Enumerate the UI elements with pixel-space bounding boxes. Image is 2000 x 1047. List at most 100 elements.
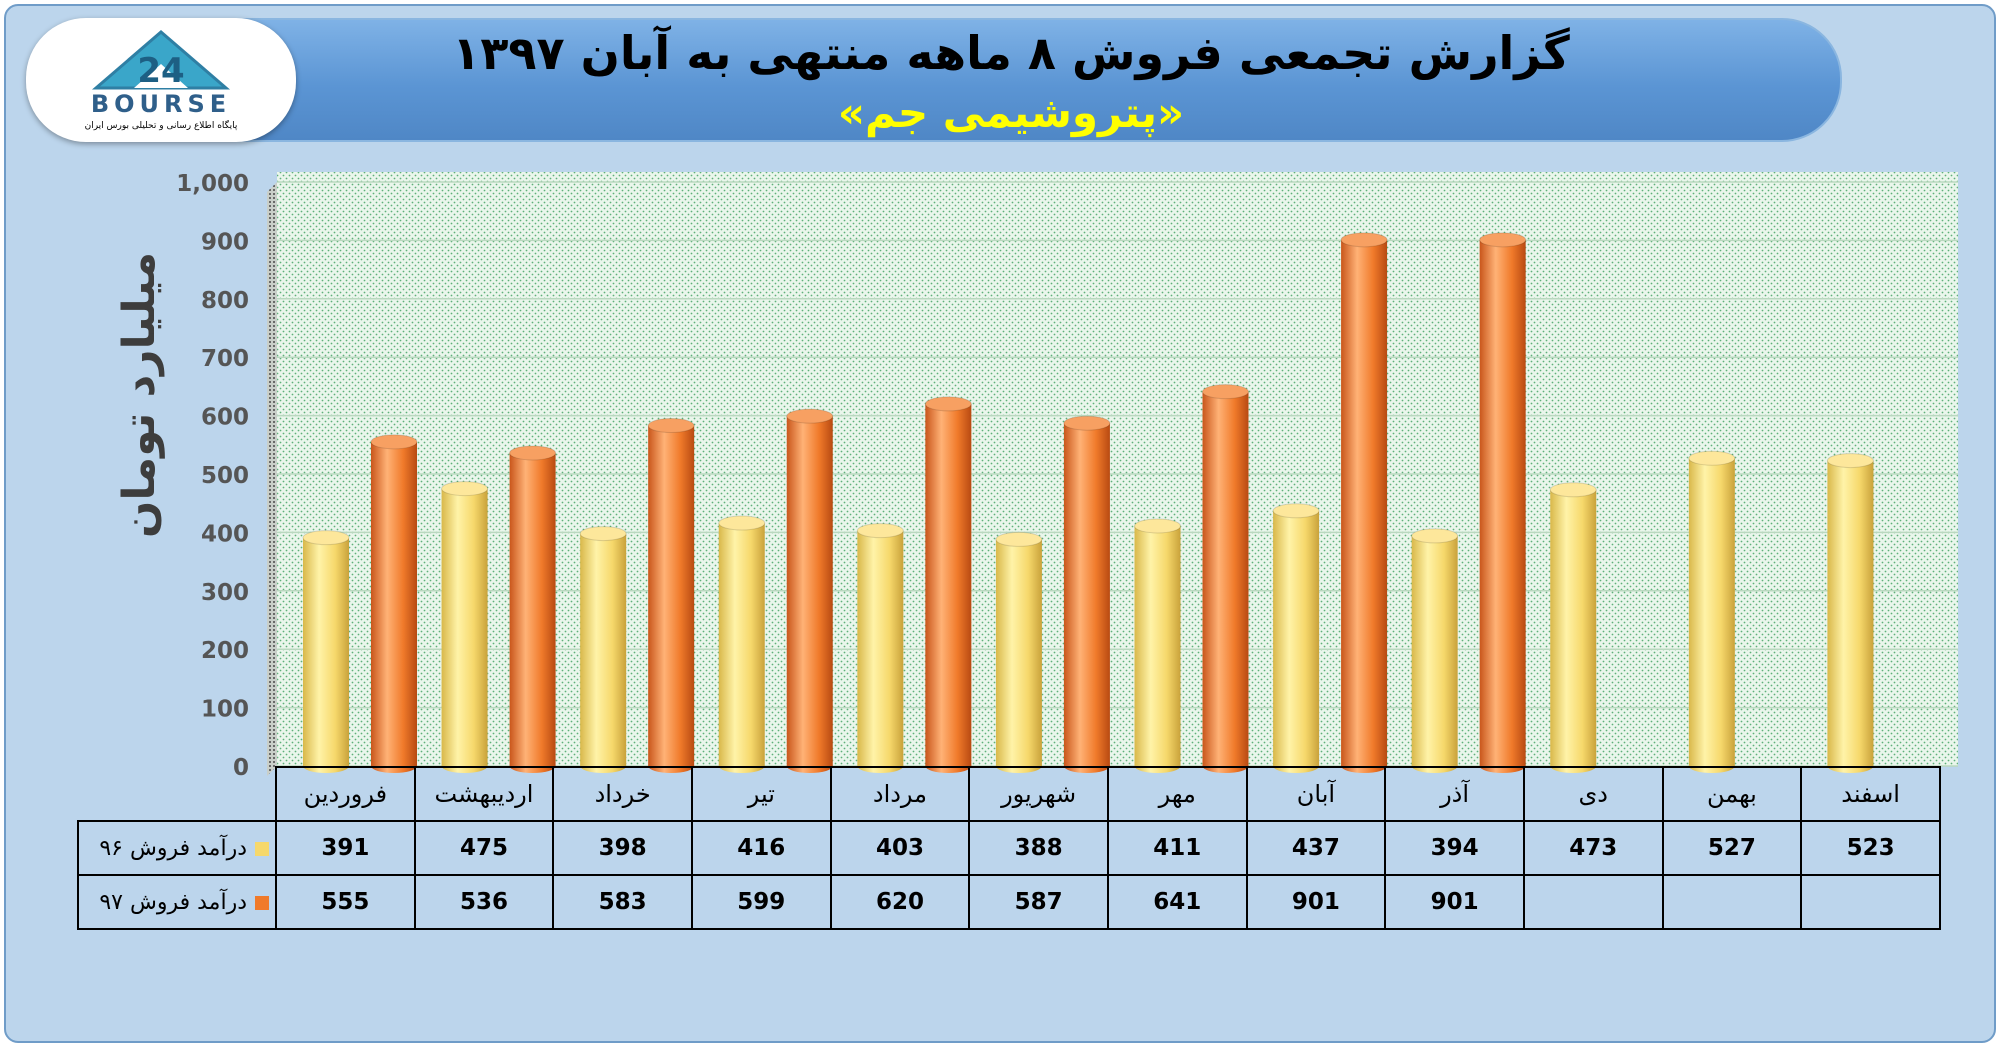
x-tick-label: آذر: [1384, 766, 1525, 822]
bar-series-96: [579, 526, 627, 773]
data-label: [1800, 874, 1941, 930]
bar-series-97: [1063, 415, 1111, 773]
bar-body: [441, 488, 488, 766]
title-banner: گزارش تجمعی فروش ۸ ماهه منتهی به آبان ۱۳…: [180, 18, 1842, 142]
data-label: 901: [1245, 874, 1387, 930]
data-label: 388: [968, 820, 1109, 876]
bar-top: [1340, 232, 1388, 248]
bar-body: [1202, 391, 1249, 766]
series-96-name: درآمد فروش ۹۶: [99, 835, 247, 861]
logo-caption: پایگاه اطلاع رسانی و تحلیلی بورس ایران: [84, 121, 238, 131]
data-label: 527: [1661, 820, 1803, 876]
chart-title: گزارش تجمعی فروش ۸ ماهه منتهی به آبان ۱۳…: [452, 26, 1570, 80]
bar-top: [579, 526, 627, 542]
bar-body: [1063, 423, 1110, 766]
chart-subtitle: «پتروشیمی جم»: [837, 88, 1185, 137]
bar-top: [1549, 482, 1597, 498]
x-tick-label: شهریور: [968, 766, 1109, 822]
data-label: 523: [1800, 820, 1941, 876]
table-corner: [78, 767, 276, 821]
bar-body: [509, 452, 556, 766]
bar-series-97: [786, 408, 834, 773]
bar-body: [648, 425, 695, 766]
bar-series-96: [441, 481, 489, 773]
x-tick-label: دی: [1522, 766, 1664, 822]
y-axis-ticks: 0 100 200 300 400 500 600 700 800 900 1,000: [176, 171, 249, 781]
bar-series-97: [509, 445, 557, 773]
bar-body: [1411, 535, 1458, 766]
bar-top: [786, 408, 834, 424]
bar-top: [1063, 415, 1111, 431]
bar-top: [924, 396, 972, 412]
data-label: 394: [1384, 820, 1525, 876]
y-tick-label: 500: [201, 463, 249, 489]
x-tick-label: فروردین: [275, 766, 416, 822]
data-label: 536: [413, 874, 555, 930]
logo-mark-icon: 24: [91, 30, 231, 91]
series-96-swatch: [255, 841, 269, 856]
x-tick-label: اردیبهشت: [413, 766, 555, 822]
data-label: 416: [690, 820, 832, 876]
bar-series-96: [995, 531, 1043, 773]
bar-series-97: [924, 396, 972, 773]
bar-top: [1411, 528, 1459, 544]
bar-body: [786, 416, 833, 766]
bar-top: [1479, 232, 1527, 248]
data-label: 583: [552, 874, 693, 930]
logo-number: 24: [137, 51, 184, 91]
data-label: [1661, 874, 1803, 930]
bar-body: [925, 403, 972, 766]
bar-body: [718, 523, 765, 766]
bar-top: [1202, 384, 1249, 400]
bar-series-96: [1549, 482, 1597, 773]
gridlines: [277, 181, 1958, 767]
series-96-row: درآمد فروش ۹۶ 391 475 398 416 403 388 411 437 39…: [77, 820, 1941, 876]
y-tick-label: 400: [201, 521, 249, 547]
bar-series-96: [1411, 528, 1459, 773]
data-label: [1522, 874, 1664, 930]
bar-body: [580, 533, 627, 766]
bar-top: [1272, 503, 1320, 519]
y-tick-label: 900: [201, 229, 249, 255]
bar-series-96: [1272, 503, 1320, 773]
bar-top: [1688, 450, 1736, 466]
bar-series-96: [1826, 453, 1874, 773]
bar-series-96: [1688, 450, 1736, 773]
bar-body: [1134, 525, 1181, 766]
data-label: 901: [1384, 874, 1525, 930]
bar-series-96: [1134, 518, 1181, 773]
x-tick-label: خرداد: [552, 766, 693, 822]
y-tick-label: 600: [201, 405, 249, 431]
x-tick-label: مهر: [1106, 766, 1248, 822]
bar-body: [1273, 510, 1320, 766]
bar-body: [1550, 489, 1597, 766]
bar-series-97: [1340, 232, 1388, 773]
bar-body: [1688, 458, 1735, 766]
data-label: 587: [968, 874, 1109, 930]
bar-series-97: [370, 434, 418, 773]
category-header-row: فروردین اردیبهشت خرداد تیر مرداد شهریور مهر آبا…: [78, 766, 1941, 822]
y-tick-label: 1,000: [176, 171, 249, 197]
series-97-name: درآمد فروش ۹۷: [99, 889, 247, 915]
data-label: 473: [1522, 820, 1664, 876]
bar-top: [302, 530, 350, 546]
bar-top: [647, 418, 695, 434]
bar-top: [718, 515, 766, 531]
bar-body: [995, 539, 1042, 766]
bar-body: [303, 537, 349, 766]
y-tick-label: 300: [201, 580, 249, 606]
data-table: فروردین اردیبهشت خرداد تیر مرداد شهریور مهر آبا…: [77, 766, 1941, 930]
series-97-row: درآمد فروش ۹۷ 555 536 583 599 620 587 641 901 90…: [77, 874, 1941, 930]
y-tick-label: 200: [201, 638, 249, 664]
bar-series-96: [302, 530, 350, 773]
plot-area: [267, 172, 1958, 776]
x-tick-label: مرداد: [829, 766, 971, 822]
data-label: 403: [829, 820, 971, 876]
bar-body: [1827, 460, 1874, 766]
data-label: 555: [275, 874, 416, 930]
bar-series-96: [856, 523, 904, 773]
bar-body: [857, 530, 904, 766]
data-label: 620: [829, 874, 971, 930]
data-label: 641: [1106, 874, 1248, 930]
